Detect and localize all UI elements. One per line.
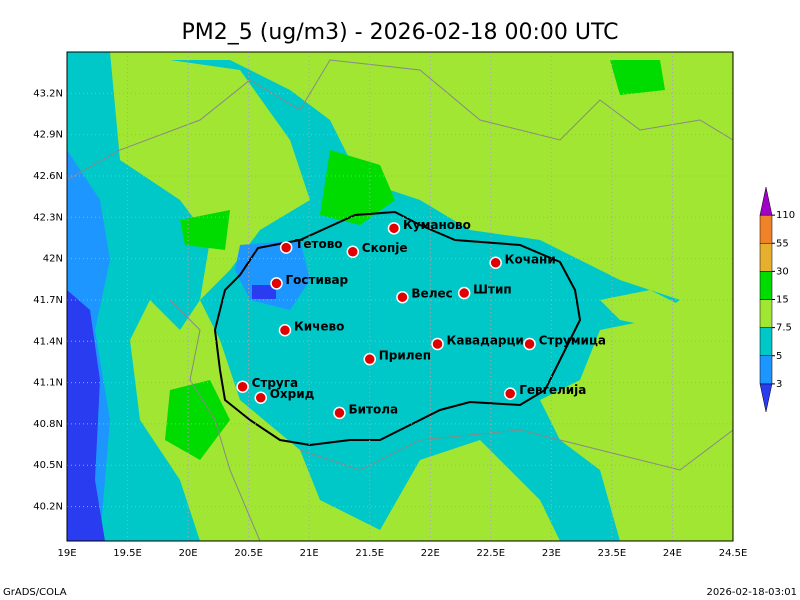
city-label: Прилеп (379, 349, 431, 363)
colorbar-segment (759, 214, 773, 244)
city-label: Кочани (505, 252, 556, 266)
x-tick-label: 21.5E (355, 548, 384, 559)
colorbar-segment (759, 299, 773, 328)
city-marker (457, 286, 471, 300)
colorbar-label: 55 (776, 238, 789, 249)
city-marker (279, 241, 293, 254)
city-label: Гевгелија (519, 383, 586, 397)
city-label: Тетово (295, 237, 342, 251)
city-marker (270, 277, 283, 290)
x-tick-label: 24.5E (719, 548, 748, 559)
city-marker (387, 222, 401, 235)
title: PM2_5 (ug/m3) - 2026-02-18 00:00 UTC (182, 20, 619, 45)
x-tick-label: 22E (421, 548, 440, 559)
colorbar-segment (759, 186, 773, 216)
y-tick-label: 43.2N (33, 88, 63, 99)
colorbar-label: 15 (776, 295, 789, 306)
city-label: Штип (473, 283, 511, 297)
x-tick-label: 19.5E (113, 548, 142, 559)
city-label: Велес (411, 287, 452, 301)
x-tick-label: 23.5E (598, 548, 627, 559)
y-tick-label: 41.1N (33, 378, 63, 389)
y-tick-label: 42.6N (33, 171, 63, 182)
city-label: Кичево (294, 320, 344, 334)
city-marker (333, 406, 346, 420)
city-label: Битола (348, 402, 398, 416)
colorbar-segment (759, 383, 773, 413)
city-label: Струмица (539, 334, 606, 348)
city-label: Охрид (270, 387, 315, 401)
colorbar-label: 5 (776, 351, 782, 362)
y-tick-label: 40.8N (33, 419, 63, 430)
city-marker (363, 352, 376, 366)
city-marker (503, 387, 517, 400)
footer-left: GrADS/COLA (3, 587, 67, 598)
city-label: Кавадарци (447, 334, 524, 348)
pollution-field (67, 52, 733, 541)
city-marker (431, 337, 444, 351)
x-tick-label: 20.5E (234, 548, 263, 559)
y-tick-label: 41.7N (33, 295, 63, 306)
x-tick-label: 20E (179, 548, 198, 559)
x-tick-label: 24E (663, 548, 682, 559)
city-marker (396, 290, 409, 304)
y-tick-label: 41.4N (33, 336, 63, 347)
plot-frame (66, 51, 734, 542)
colorbar-segment (759, 243, 773, 272)
colorbar-label: 30 (776, 266, 789, 277)
city-label: Гостивар (285, 273, 348, 287)
footer-right: 2026-02-18-03:01 (706, 587, 797, 598)
y-tick-label: 40.5N (33, 460, 63, 471)
city-marker (346, 245, 360, 258)
colorbar-segment (759, 355, 773, 385)
colorbar-label: 110 (776, 210, 795, 221)
colorbar-segment (759, 327, 773, 356)
colorbar-label: 3 (776, 379, 782, 390)
x-tick-label: 22.5E (477, 548, 506, 559)
city-marker (278, 323, 292, 337)
city-marker (489, 256, 502, 270)
x-tick-label: 21E (300, 548, 319, 559)
city-label: Скопје (362, 241, 408, 255)
colorbar-segment (759, 271, 773, 300)
x-tick-label: 19E (57, 548, 76, 559)
x-tick-label: 23E (542, 548, 561, 559)
city-marker (254, 391, 267, 404)
city-label: Струга (252, 376, 299, 390)
y-tick-label: 42.9N (33, 130, 63, 141)
city-marker (236, 380, 249, 393)
y-tick-label: 40.2N (33, 502, 63, 513)
city-label: Куманово (403, 218, 471, 232)
y-tick-label: 42N (43, 254, 63, 265)
city-marker (523, 337, 536, 351)
y-tick-label: 42.3N (33, 212, 63, 223)
colorbar-label: 7.5 (776, 323, 792, 334)
